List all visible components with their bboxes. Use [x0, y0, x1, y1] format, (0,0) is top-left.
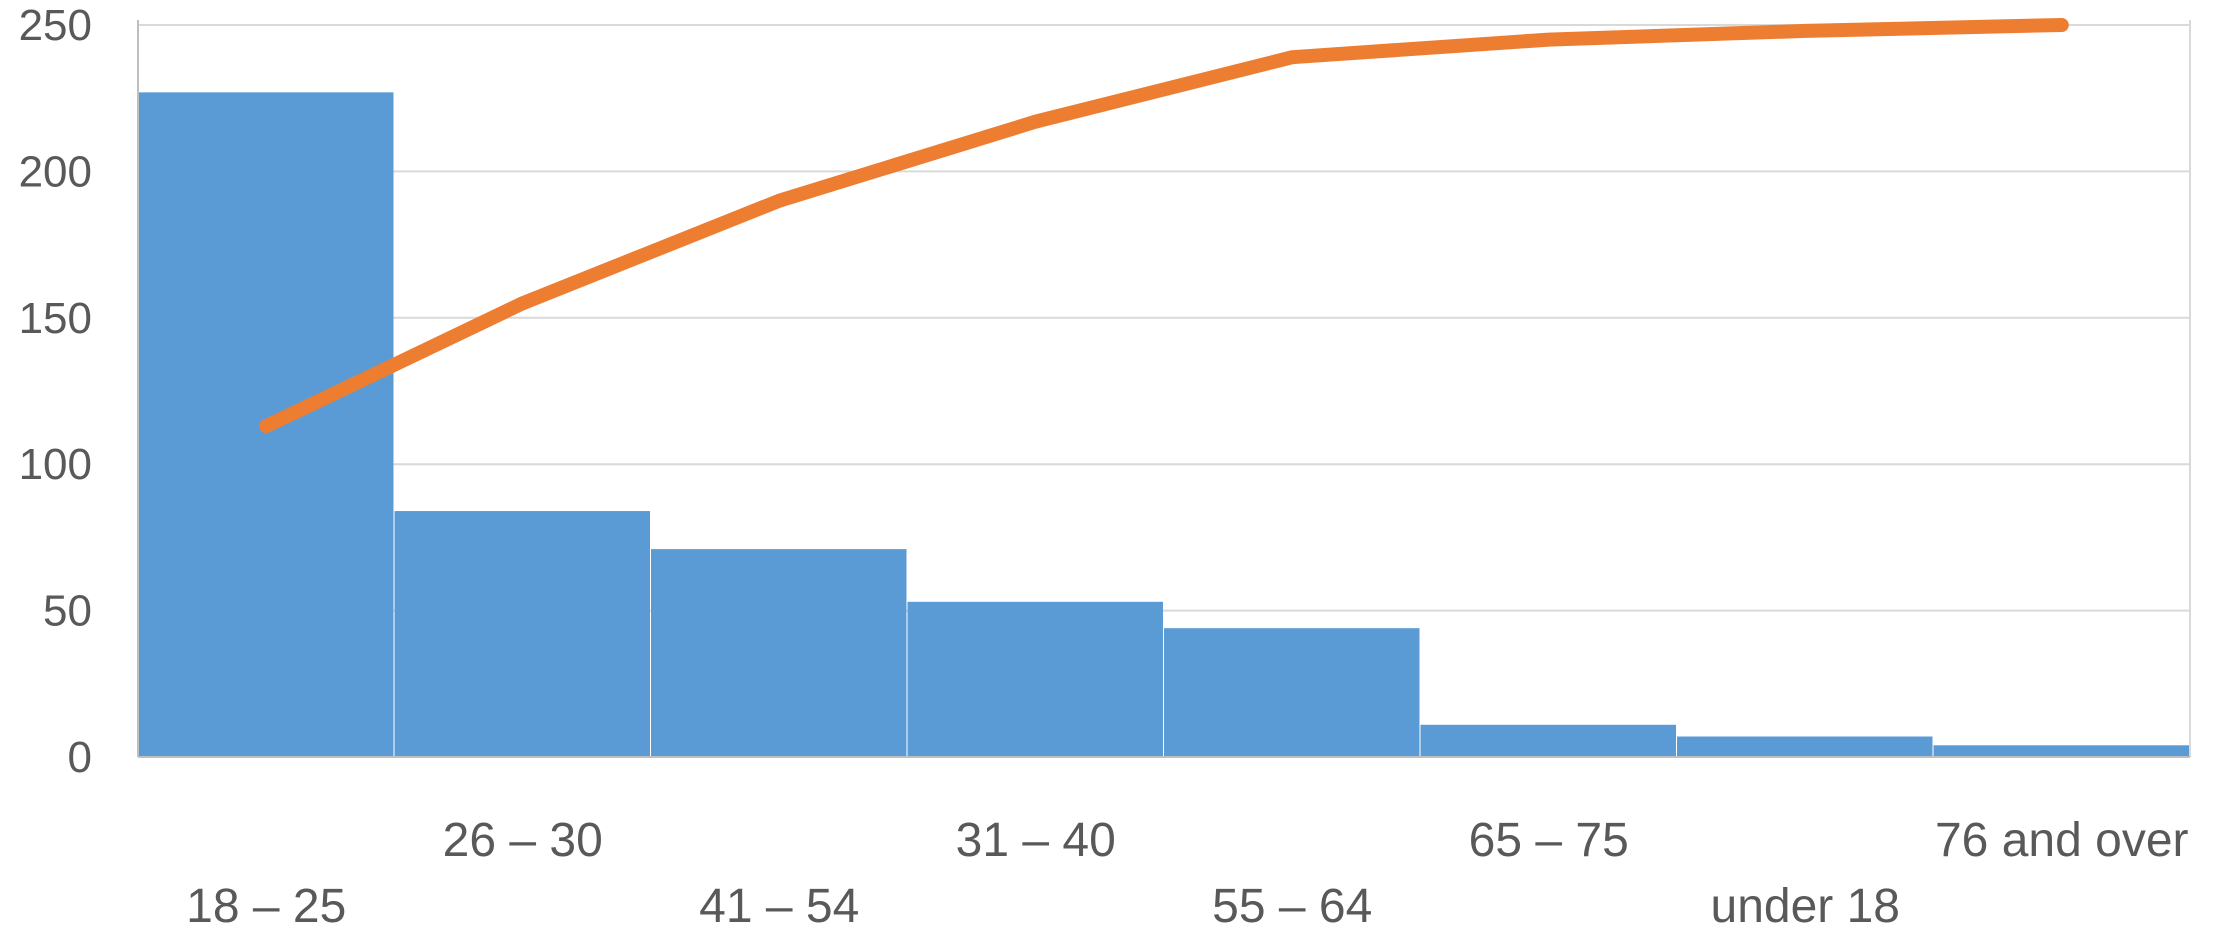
y-tick-label: 250: [19, 1, 92, 50]
y-tick-label: 0: [68, 733, 92, 782]
x-tick-label: 55 – 64: [1212, 880, 1372, 933]
bar-2: [394, 511, 650, 757]
x-tick-label: under 18: [1711, 880, 1901, 933]
x-tick-label: 18 – 25: [186, 880, 346, 933]
x-tick-label: 26 – 30: [443, 814, 603, 867]
bar-7: [1677, 736, 1933, 757]
x-tick-label: 76 and over: [1935, 814, 2189, 867]
x-tick-label: 65 – 75: [1469, 814, 1629, 867]
x-tick-label: 41 – 54: [699, 880, 859, 933]
bars: [138, 92, 2189, 758]
cumulative-line-layer: [259, 18, 2069, 434]
y-tick-label: 50: [43, 587, 92, 636]
y-tick-label: 200: [19, 147, 92, 196]
y-tick-labels: 0 50 100 150 200 250: [19, 1, 92, 782]
bar-4: [907, 601, 1163, 757]
y-tick-label: 100: [19, 440, 92, 489]
x-tick-labels: 18 – 25 26 – 30 41 – 54 31 – 40 55 – 64 65 – …: [186, 814, 2188, 933]
x-tick-label: 31 – 40: [956, 814, 1116, 867]
bar-3: [651, 549, 907, 757]
bar-6: [1420, 724, 1676, 757]
y-tick-label: 150: [19, 294, 92, 343]
bar-8: [1933, 745, 2189, 757]
cumulative-line: [259, 18, 2069, 434]
bar-5: [1164, 628, 1420, 757]
axes: [137, 20, 2191, 758]
